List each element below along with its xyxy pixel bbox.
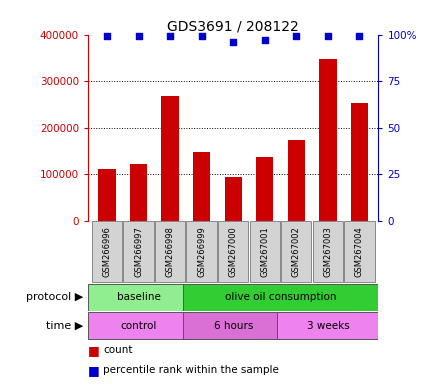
Text: GSM267003: GSM267003 bbox=[323, 226, 332, 277]
Text: GSM267002: GSM267002 bbox=[292, 226, 301, 277]
Point bbox=[293, 33, 300, 40]
FancyBboxPatch shape bbox=[183, 283, 378, 311]
FancyBboxPatch shape bbox=[88, 312, 189, 339]
Bar bbox=[224, 177, 242, 221]
Bar bbox=[193, 152, 210, 221]
Point bbox=[103, 33, 110, 40]
Text: olive oil consumption: olive oil consumption bbox=[225, 292, 336, 302]
Point bbox=[135, 33, 142, 40]
Text: count: count bbox=[103, 345, 133, 355]
Text: GSM266997: GSM266997 bbox=[134, 226, 143, 277]
Text: time ▶: time ▶ bbox=[46, 321, 84, 331]
Bar bbox=[161, 96, 179, 221]
FancyBboxPatch shape bbox=[123, 221, 154, 282]
Text: 6 hours: 6 hours bbox=[213, 321, 253, 331]
FancyBboxPatch shape bbox=[249, 221, 280, 282]
FancyBboxPatch shape bbox=[187, 221, 217, 282]
Text: GSM267001: GSM267001 bbox=[260, 226, 269, 277]
Bar bbox=[288, 140, 305, 221]
Bar bbox=[351, 103, 368, 221]
Text: percentile rank within the sample: percentile rank within the sample bbox=[103, 365, 279, 375]
Point bbox=[261, 37, 268, 43]
Text: baseline: baseline bbox=[117, 292, 161, 302]
Point bbox=[167, 33, 174, 40]
Bar bbox=[256, 157, 273, 221]
Text: GSM266999: GSM266999 bbox=[197, 226, 206, 277]
Point bbox=[324, 33, 331, 40]
FancyBboxPatch shape bbox=[183, 312, 284, 339]
Title: GDS3691 / 208122: GDS3691 / 208122 bbox=[167, 20, 299, 33]
FancyBboxPatch shape bbox=[277, 312, 378, 339]
FancyBboxPatch shape bbox=[155, 221, 185, 282]
Point bbox=[198, 33, 205, 40]
Text: protocol ▶: protocol ▶ bbox=[26, 292, 84, 302]
FancyBboxPatch shape bbox=[313, 221, 343, 282]
Text: GSM267004: GSM267004 bbox=[355, 226, 364, 277]
Bar bbox=[130, 164, 147, 221]
Text: 3 weeks: 3 weeks bbox=[307, 321, 349, 331]
Text: ■: ■ bbox=[88, 364, 100, 377]
Bar bbox=[98, 169, 116, 221]
FancyBboxPatch shape bbox=[88, 283, 189, 311]
FancyBboxPatch shape bbox=[92, 221, 122, 282]
Text: GSM266998: GSM266998 bbox=[165, 226, 175, 277]
Point bbox=[230, 39, 237, 45]
Bar bbox=[319, 59, 337, 221]
FancyBboxPatch shape bbox=[281, 221, 312, 282]
Text: GSM267000: GSM267000 bbox=[229, 226, 238, 277]
Text: ■: ■ bbox=[88, 344, 100, 357]
FancyBboxPatch shape bbox=[345, 221, 374, 282]
Point bbox=[356, 33, 363, 40]
Text: control: control bbox=[120, 321, 157, 331]
FancyBboxPatch shape bbox=[218, 221, 248, 282]
Text: GSM266996: GSM266996 bbox=[103, 226, 111, 277]
